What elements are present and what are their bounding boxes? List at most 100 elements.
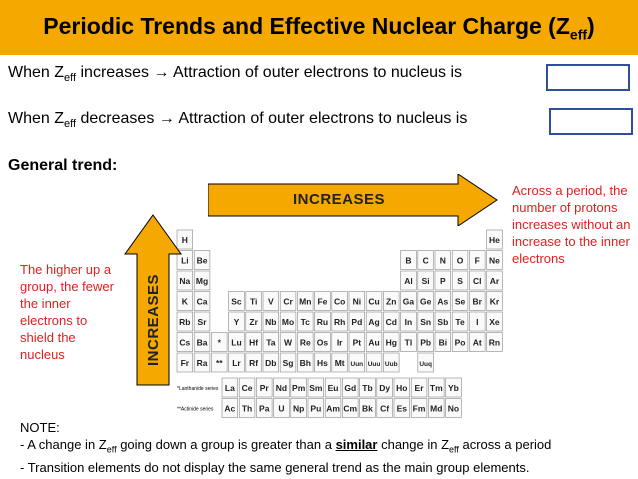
element-cell: Ir <box>331 332 348 352</box>
svg-text:Nb: Nb <box>265 317 276 327</box>
svg-text:Cd: Cd <box>386 317 397 327</box>
svg-text:Mn: Mn <box>299 297 311 307</box>
element-cell: I <box>469 311 486 332</box>
title-bar: Periodic Trends and Effective Nuclear Ch… <box>0 0 638 55</box>
svg-text:Yb: Yb <box>448 383 459 393</box>
element-cell: Sm <box>307 377 324 398</box>
svg-text:Gd: Gd <box>344 383 356 393</box>
element-cell: Os <box>314 332 331 352</box>
element-cell: * <box>211 332 228 352</box>
svg-text:Bh: Bh <box>300 358 311 368</box>
element-cell: Lr <box>228 352 245 373</box>
svg-text:Uun: Uun <box>351 361 364 368</box>
element-cell: Db <box>262 352 279 373</box>
element-cell: Uun <box>348 352 365 373</box>
element-cell: Cm <box>342 398 359 418</box>
svg-text:Al: Al <box>404 276 413 286</box>
element-cell: Mn <box>297 291 314 311</box>
svg-text:Hg: Hg <box>386 338 397 348</box>
answer-box-increases[interactable] <box>546 64 630 91</box>
element-cell: Dy <box>376 377 393 398</box>
note-line-2: - Transition elements do not display the… <box>20 459 530 475</box>
svg-text:Mg: Mg <box>196 276 208 286</box>
svg-text:Uub: Uub <box>385 361 398 368</box>
element-cell: Es <box>393 398 410 418</box>
svg-text:Y: Y <box>234 317 240 327</box>
svg-text:Ti: Ti <box>250 297 257 307</box>
svg-text:Pu: Pu <box>310 404 321 414</box>
svg-text:Hf: Hf <box>249 338 258 348</box>
svg-text:Md: Md <box>430 404 442 414</box>
svg-text:Rb: Rb <box>179 317 190 327</box>
element-cell: Hs <box>314 352 331 373</box>
element-cell: Zr <box>245 311 262 332</box>
element-cell: K <box>176 291 193 311</box>
svg-text:Ag: Ag <box>368 317 379 327</box>
svg-text:Si: Si <box>422 276 430 286</box>
element-cell: N <box>434 250 451 270</box>
svg-text:Na: Na <box>179 276 190 286</box>
svg-text:As: As <box>437 297 448 307</box>
svg-text:N: N <box>440 256 446 266</box>
element-cell: Co <box>331 291 348 311</box>
svg-text:Br: Br <box>473 297 483 307</box>
element-cell: Ag <box>365 311 383 332</box>
svg-text:Hs: Hs <box>317 358 328 368</box>
element-cell: Pu <box>307 398 324 418</box>
element-cell: Ga <box>400 291 417 311</box>
element-cell: Ce <box>238 377 256 398</box>
element-cell: Gd <box>342 377 359 398</box>
svg-text:Au: Au <box>368 338 379 348</box>
svg-text:C: C <box>423 256 429 266</box>
svg-text:Sb: Sb <box>437 317 448 327</box>
element-cell: Te <box>451 311 469 332</box>
element-cell: As <box>434 291 451 311</box>
svg-text:Zn: Zn <box>386 297 396 307</box>
svg-text:S: S <box>457 276 463 286</box>
lanthanide-label: *Lanthanide series <box>177 386 219 392</box>
svg-text:Te: Te <box>455 317 465 327</box>
svg-text:I: I <box>476 317 478 327</box>
svg-text:Ir: Ir <box>337 338 343 348</box>
svg-text:He: He <box>489 235 500 245</box>
svg-text:Co: Co <box>334 297 345 307</box>
element-cell: Yb <box>445 377 462 398</box>
svg-text:Ca: Ca <box>197 297 208 307</box>
element-cell: Bk <box>359 398 376 418</box>
svg-text:Ne: Ne <box>489 256 500 266</box>
element-cell: Rb <box>176 311 193 332</box>
svg-text:Cs: Cs <box>179 338 190 348</box>
statement-decreases: When Zeff decreases → Attraction of oute… <box>8 110 468 131</box>
svg-text:Rh: Rh <box>334 317 345 327</box>
element-cell: Nd <box>273 377 290 398</box>
element-cell: Ge <box>417 291 434 311</box>
svg-text:Ac: Ac <box>224 404 235 414</box>
element-cell: ** <box>211 352 228 373</box>
svg-text:Pb: Pb <box>420 338 431 348</box>
element-cell: Sc <box>228 291 245 311</box>
increases-up-label: INCREASES <box>145 273 162 366</box>
element-cell: Rh <box>331 311 348 332</box>
svg-text:V: V <box>268 297 274 307</box>
svg-text:Ar: Ar <box>490 276 500 286</box>
element-cell: Ni <box>348 291 365 311</box>
svg-text:Fm: Fm <box>413 404 426 414</box>
svg-text:Ge: Ge <box>420 297 432 307</box>
element-cell: Ru <box>314 311 331 332</box>
element-cell: Xe <box>486 311 503 332</box>
element-cell: P <box>434 270 451 291</box>
svg-text:Cf: Cf <box>380 404 389 414</box>
svg-text:Es: Es <box>397 404 408 414</box>
page-title: Periodic Trends and Effective Nuclear Ch… <box>43 12 595 43</box>
answer-box-decreases[interactable] <box>549 108 633 135</box>
element-cell: S <box>451 270 469 291</box>
increases-across-label: INCREASES <box>292 191 386 208</box>
svg-text:Pt: Pt <box>353 338 362 348</box>
svg-text:Tl: Tl <box>405 338 413 348</box>
element-cell: No <box>445 398 462 418</box>
actinide-label: **Actinide series <box>177 407 214 413</box>
svg-text:Bk: Bk <box>362 404 373 414</box>
element-cell: Pt <box>348 332 365 352</box>
element-cell: Au <box>365 332 383 352</box>
element-cell: Eu <box>324 377 342 398</box>
